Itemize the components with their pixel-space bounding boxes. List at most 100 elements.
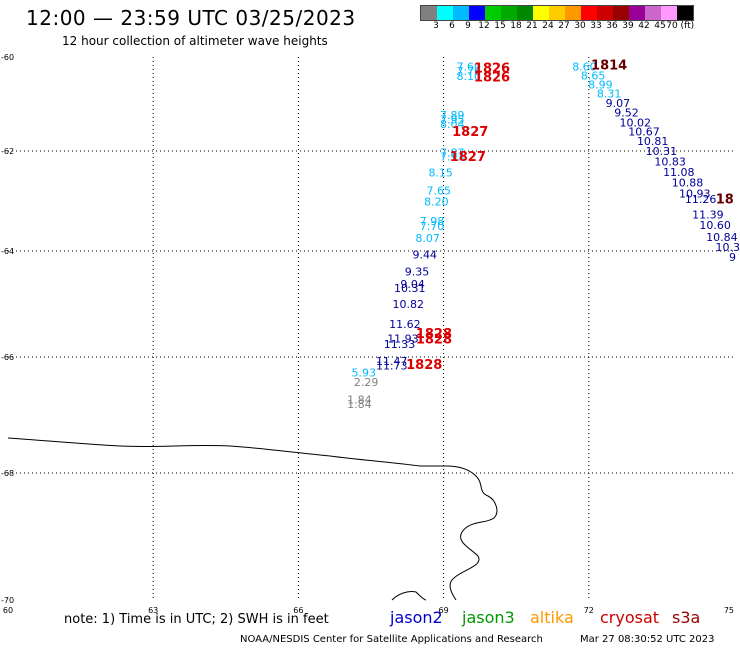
color-swatch <box>501 6 517 20</box>
color-swatch <box>437 6 453 20</box>
latitude-label: -68 <box>1 469 14 478</box>
legend-jason2: jason2 <box>390 608 443 627</box>
pass-time-label: 1827 <box>452 125 488 140</box>
color-scale-label: 33 <box>590 21 602 31</box>
generation-timestamp: Mar 27 08:30:52 UTC 2023 <box>580 634 715 645</box>
wave-height-label: 9.07 <box>606 97 631 110</box>
wave-height-label: 8.20 <box>424 196 449 209</box>
wave-height-label: 10.31 <box>394 282 426 295</box>
longitude-label: 75 <box>724 606 734 615</box>
pass-time-label: 1826 <box>474 71 510 86</box>
legend-s3a: s3a <box>672 608 701 627</box>
wave-height-label: 11.73 <box>376 360 408 373</box>
wave-height-label: 10.93 <box>679 188 711 201</box>
color-scale-label: 27 <box>558 21 570 31</box>
altimeter-tracks: 7.607.768.10 7.897.958.04 7.877.93 8.15 7.65… <box>347 60 740 411</box>
color-scale-label: 30 <box>574 21 586 31</box>
color-swatch <box>533 6 549 20</box>
color-scale-label: 39 <box>622 21 634 31</box>
wave-height-label: 11.39 <box>692 209 724 222</box>
color-swatch <box>629 6 645 20</box>
wave-height-label: 11.33 <box>384 338 416 351</box>
wave-height-label: 1.84 <box>347 393 372 406</box>
longitude-label: 60 <box>3 606 13 615</box>
color-scale-label: 42 <box>638 21 650 31</box>
wave-height-label: 10.81 <box>637 135 669 148</box>
color-swatch <box>613 6 629 20</box>
wave-height-label: 8.04 <box>440 118 465 131</box>
wave-height-label: 5.93 <box>351 367 376 380</box>
color-swatch <box>565 6 581 20</box>
color-swatch <box>421 6 437 20</box>
color-swatch <box>485 6 501 20</box>
wave-height-label: 8.99 <box>588 79 613 92</box>
latitude-label: -60 <box>1 53 14 62</box>
wave-height-label: 8.07 <box>415 232 440 245</box>
color-swatch <box>661 6 677 20</box>
pass-time-label: 1828 <box>416 327 452 342</box>
wave-height-label: 8.15 <box>428 167 453 180</box>
pass-time-label: 1827 <box>450 150 486 165</box>
wave-height-label: 8.10 <box>457 70 482 83</box>
footnote: note: 1) Time is in UTC; 2) SWH is in fe… <box>64 612 329 627</box>
pass-time-label: 1826 <box>474 61 510 76</box>
wave-height-label: 10.60 <box>699 219 731 232</box>
legend-jason3: jason3 <box>462 608 515 627</box>
wave-height-label: 8.60 <box>572 60 597 73</box>
color-scale-label: 15 <box>494 21 506 31</box>
map-title: 12:00 — 23:59 UTC 03/25/2023 <box>26 6 356 30</box>
color-swatch <box>549 6 565 20</box>
color-scale-label: 9 <box>465 21 471 31</box>
color-swatch <box>581 6 597 20</box>
color-swatch <box>469 6 485 20</box>
legend-altika: altika <box>530 608 574 627</box>
wave-height-label: 11.93 <box>387 332 419 345</box>
wave-height-label: 11.62 <box>389 318 421 331</box>
color-scale-label: 21 <box>526 21 538 31</box>
wave-height-label: 7.65 <box>427 185 452 198</box>
wave-height-label: 10.84 <box>706 231 738 244</box>
legend-cryosat: cryosat <box>600 608 660 627</box>
pass-time-label: 1828 <box>406 358 442 373</box>
color-swatch <box>597 6 613 20</box>
wave-height-label: 9.35 <box>405 266 430 279</box>
color-scale-label: 24 <box>542 21 554 31</box>
pass-time-label: 1814 <box>591 59 627 74</box>
latitude-label: -70 <box>1 596 14 605</box>
color-swatch <box>453 6 469 20</box>
wave-height-label: 10.02 <box>620 116 652 129</box>
color-scale-label: 36 <box>606 21 618 31</box>
map-subtitle: 12 hour collection of altimeter wave hei… <box>62 34 328 48</box>
wave-height-label: 1.84 <box>347 398 372 411</box>
longitude-label: 72 <box>584 606 594 615</box>
color-swatch <box>517 6 533 20</box>
color-scale-label: 6 <box>449 21 455 31</box>
wave-height-label: 8.65 <box>581 69 606 82</box>
wave-height-label: 7.89 <box>440 109 465 122</box>
wave-height-label: 9.52 <box>614 106 639 119</box>
wave-height-label: 10.88 <box>672 177 704 190</box>
wave-height-label: 2.29 <box>354 376 379 389</box>
coastline-islet <box>391 591 427 601</box>
wave-height-label: 8.31 <box>597 88 622 101</box>
credit-line: NOAA/NESDIS Center for Satellite Applica… <box>240 634 543 645</box>
wave-height-label: 7.60 <box>457 60 482 73</box>
wave-height-label: 7.95 <box>440 114 465 127</box>
wave-height-label: 11.47 <box>376 355 408 368</box>
color-scale-label: 70 (ft) <box>666 21 695 31</box>
color-scale-label: 12 <box>478 21 490 31</box>
latitude-label: -64 <box>1 247 14 256</box>
color-scale-label: 18 <box>510 21 522 31</box>
color-scale-label: 3 <box>433 21 439 31</box>
wave-height-label: 10.67 <box>628 126 660 139</box>
wave-height-label: 11.08 <box>663 166 695 179</box>
wave-height-label: 7.98 <box>420 215 445 228</box>
wave-height-label: 7.70 <box>420 220 445 233</box>
wave-height-label: 10.83 <box>654 156 686 169</box>
wave-height-label: 9 <box>729 251 736 264</box>
pass-time-label: 1828 <box>416 332 452 347</box>
latitude-label: -62 <box>1 147 14 156</box>
